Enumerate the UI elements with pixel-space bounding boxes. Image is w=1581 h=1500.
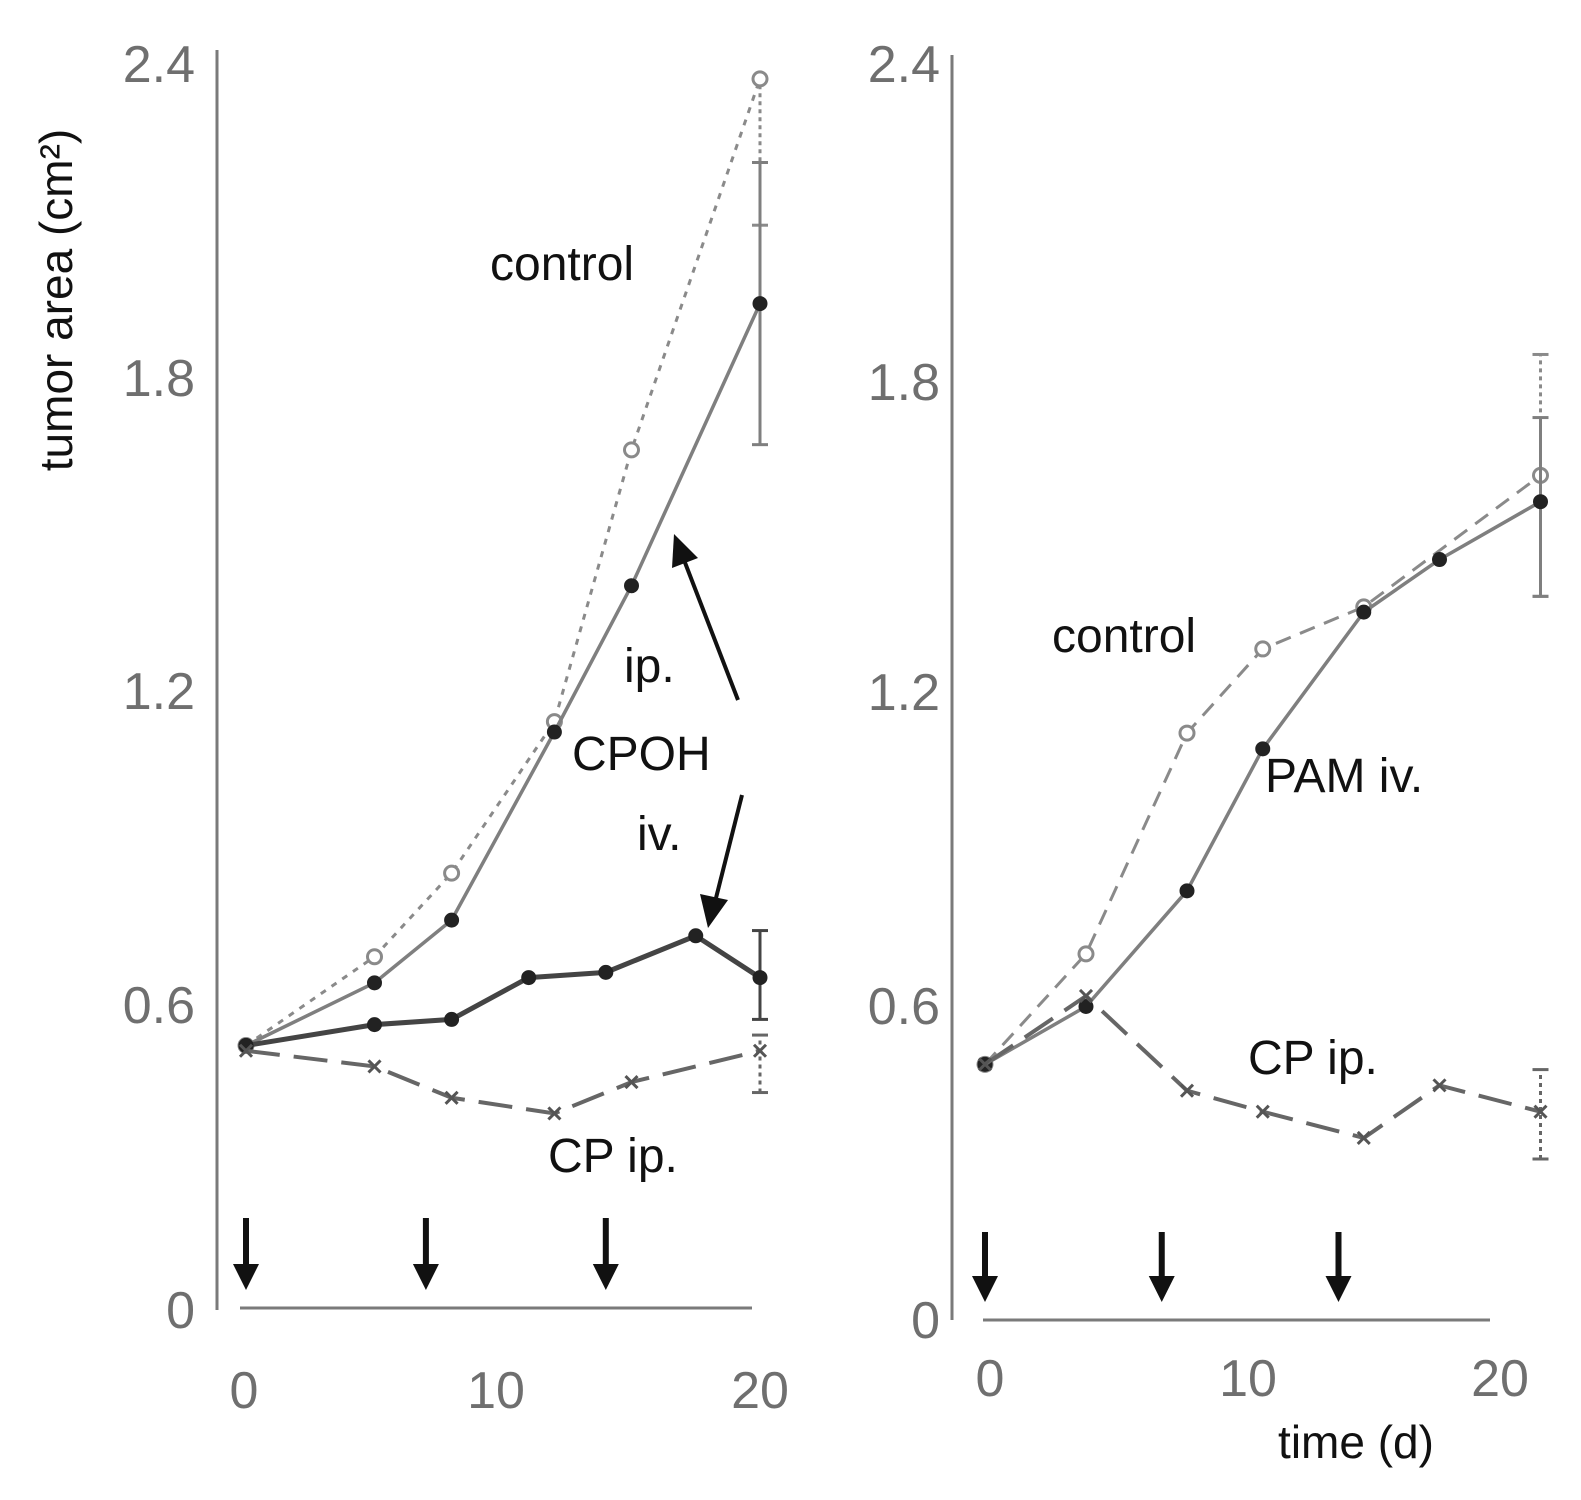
left-treatment-arrows [233, 1218, 619, 1290]
left-x-tick: 0 [230, 1362, 259, 1420]
left-y-tick: 0.6 [123, 977, 195, 1035]
data-point [977, 1057, 993, 1072]
data-point [521, 970, 537, 986]
data-point [547, 1106, 562, 1121]
data-point [238, 1043, 254, 1058]
data-point [444, 912, 460, 928]
data-point [752, 970, 768, 986]
annotation-control: control [1052, 610, 1196, 663]
series-control [976, 352, 1549, 1073]
down-arrow-icon [1325, 1232, 1352, 1302]
y-axis-label: tumor area (cm²) [30, 129, 82, 471]
data-point [1078, 999, 1094, 1014]
down-arrow-icon [233, 1218, 259, 1290]
data-point [367, 1017, 382, 1033]
data-point [1356, 604, 1372, 620]
data-point [1077, 945, 1095, 963]
right-series-layer [976, 352, 1549, 1161]
data-point [1356, 1130, 1371, 1146]
left-y-tick: 2.4 [123, 36, 195, 94]
right-x-tick: 0 [976, 1350, 1005, 1408]
annotation-cp-ip: CP ip. [1248, 1032, 1378, 1085]
annotation-cpoh: CPOH [572, 728, 711, 781]
data-point [444, 1011, 460, 1027]
down-arrow-icon [1148, 1232, 1175, 1302]
left-y-tick: 1.8 [123, 350, 195, 408]
arrow-head [972, 1276, 998, 1302]
annotation-cp-ip: CP ip. [548, 1130, 678, 1183]
data-point [546, 724, 562, 740]
arrow-head [1325, 1276, 1352, 1302]
right-y-tick: 1.2 [868, 664, 940, 722]
annotation-pam-iv: PAM iv. [1265, 750, 1423, 803]
data-point [1178, 724, 1196, 742]
data-point [598, 964, 614, 980]
pointer-arrow-iv [700, 794, 744, 928]
down-arrow-icon [972, 1232, 998, 1302]
left-x-tick: 20 [731, 1362, 789, 1420]
series-pam-iv- [977, 416, 1549, 1072]
data-point [688, 928, 704, 944]
data-point [1078, 988, 1094, 1004]
arrow-head [592, 1264, 619, 1290]
data-point [1255, 1104, 1270, 1119]
data-point [1255, 741, 1271, 757]
series-cpoh-ip- [238, 161, 768, 1054]
x-axis-label: time (d) [1278, 1416, 1434, 1468]
data-point [752, 296, 768, 312]
data-point [1432, 1078, 1447, 1093]
left-y-tick: 1.2 [123, 663, 195, 721]
down-arrow-icon [412, 1218, 439, 1290]
left-series-layer [237, 70, 769, 1121]
data-point [1254, 640, 1272, 658]
pointer-arrow-ip [672, 534, 740, 701]
series-line [983, 474, 1542, 1066]
series-cp-ip- [238, 1033, 768, 1121]
series-cp-ip- [977, 988, 1549, 1161]
data-point [367, 1059, 382, 1074]
right-treatment-arrows [972, 1232, 1352, 1302]
data-point [623, 441, 640, 459]
data-point [367, 975, 382, 991]
series-line [245, 1048, 761, 1116]
arrow-head [412, 1264, 439, 1290]
data-point [624, 578, 639, 594]
right-x-tick: 10 [1219, 1350, 1277, 1408]
data-point [1179, 883, 1195, 899]
arrow-head [1148, 1276, 1175, 1302]
down-arrow-icon [592, 1218, 619, 1290]
right-panel: 2.4 1.8 1.2 0.6 0 0 10 20 time (d) contr… [868, 36, 1549, 1468]
annotation-ip: ip. [624, 640, 675, 693]
annotation-iv: iv. [637, 808, 681, 861]
series-line [984, 500, 1542, 1066]
series-line [245, 78, 762, 1047]
left-x-tick: 10 [467, 1362, 525, 1420]
data-point [444, 1090, 459, 1105]
data-point [366, 948, 383, 966]
left-panel: tumor area (cm²) 2.4 1.8 1.2 0.6 0 0 10 … [30, 36, 789, 1420]
data-point [1432, 552, 1447, 568]
right-y-tick: 0 [911, 1292, 940, 1350]
data-point [443, 864, 461, 882]
right-y-tick: 1.8 [868, 354, 940, 412]
data-point [1179, 1083, 1195, 1098]
left-y-tick: 0 [166, 1282, 195, 1340]
series-cpoh-iv- [238, 928, 768, 1054]
arrow-head [233, 1264, 259, 1290]
right-x-tick: 20 [1471, 1350, 1529, 1408]
data-point [1533, 494, 1548, 510]
data-point [1533, 1104, 1548, 1119]
right-y-tick: 0.6 [868, 978, 940, 1036]
series-line [245, 302, 762, 1048]
annotation-control: control [490, 238, 634, 291]
data-point [752, 1043, 768, 1058]
data-point [624, 1075, 639, 1090]
series-control [237, 70, 769, 1055]
data-point [751, 70, 769, 88]
right-y-tick: 2.4 [868, 36, 940, 94]
